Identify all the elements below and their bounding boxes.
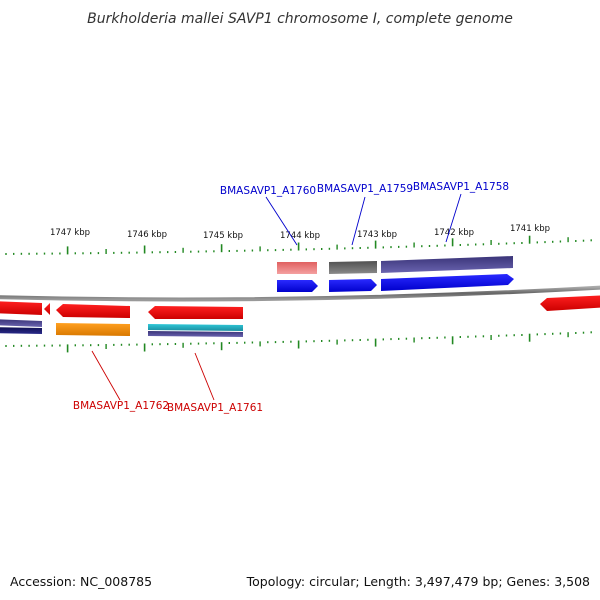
- map-title: Burkholderia mallei SAVP1 chromosome I, …: [87, 11, 513, 27]
- gene-label-a1761[interactable]: BMASAVP1_A1761: [167, 402, 263, 414]
- cog-feature-left-navy[interactable]: [0, 327, 42, 334]
- gene-a1758[interactable]: [381, 274, 514, 291]
- scale-label-1743: 1743 kbp: [357, 230, 397, 240]
- chromosome-backbone: [0, 285, 600, 302]
- gene-a1762[interactable]: [56, 304, 130, 318]
- leader-line-a1758: [445, 193, 462, 243]
- cog-feature-a1762[interactable]: [56, 323, 130, 336]
- gene-label-a1762[interactable]: BMASAVP1_A1762: [73, 400, 169, 412]
- leader-line-a1759: [351, 196, 366, 246]
- gene-a1759[interactable]: [329, 279, 377, 292]
- scale-ticks-outer: [5, 235, 592, 255]
- genome-summary-text: Topology: circular; Length: 3,497,479 bp…: [246, 574, 590, 589]
- gene-left-edge[interactable]: [0, 301, 42, 315]
- gene-left-small[interactable]: [44, 303, 50, 315]
- cog-feature-a1760[interactable]: [277, 262, 317, 274]
- cog-feature-left-purple[interactable]: [0, 319, 42, 327]
- accession-text: Accession: NC_008785: [10, 574, 152, 589]
- gene-right-edge[interactable]: [540, 295, 600, 311]
- scale-label-1747: 1747 kbp: [50, 228, 90, 238]
- leader-line-a1761: [194, 352, 215, 401]
- gene-a1760[interactable]: [277, 280, 318, 292]
- leader-line-a1762: [91, 350, 121, 401]
- gene-label-a1759[interactable]: BMASAVP1_A1759: [317, 183, 413, 195]
- leader-line-a1760: [265, 196, 298, 246]
- scale-label-1745: 1745 kbp: [203, 231, 243, 241]
- cog-feature-a1761-teal[interactable]: [148, 324, 243, 331]
- cog-feature-a1759[interactable]: [329, 261, 377, 274]
- scale-label-1742: 1742 kbp: [434, 228, 474, 238]
- cog-feature-a1758[interactable]: [381, 256, 513, 273]
- scale-label-1741: 1741 kbp: [510, 224, 550, 234]
- gene-label-a1760[interactable]: BMASAVP1_A1760: [220, 185, 316, 197]
- scale-ticks-inner: [5, 331, 592, 353]
- scale-label-1744: 1744 kbp: [280, 231, 320, 241]
- cog-feature-a1761-purple[interactable]: [148, 331, 243, 337]
- gene-a1761[interactable]: [148, 306, 243, 319]
- gene-label-a1758[interactable]: BMASAVP1_A1758: [413, 181, 509, 193]
- scale-label-1746: 1746 kbp: [127, 230, 167, 240]
